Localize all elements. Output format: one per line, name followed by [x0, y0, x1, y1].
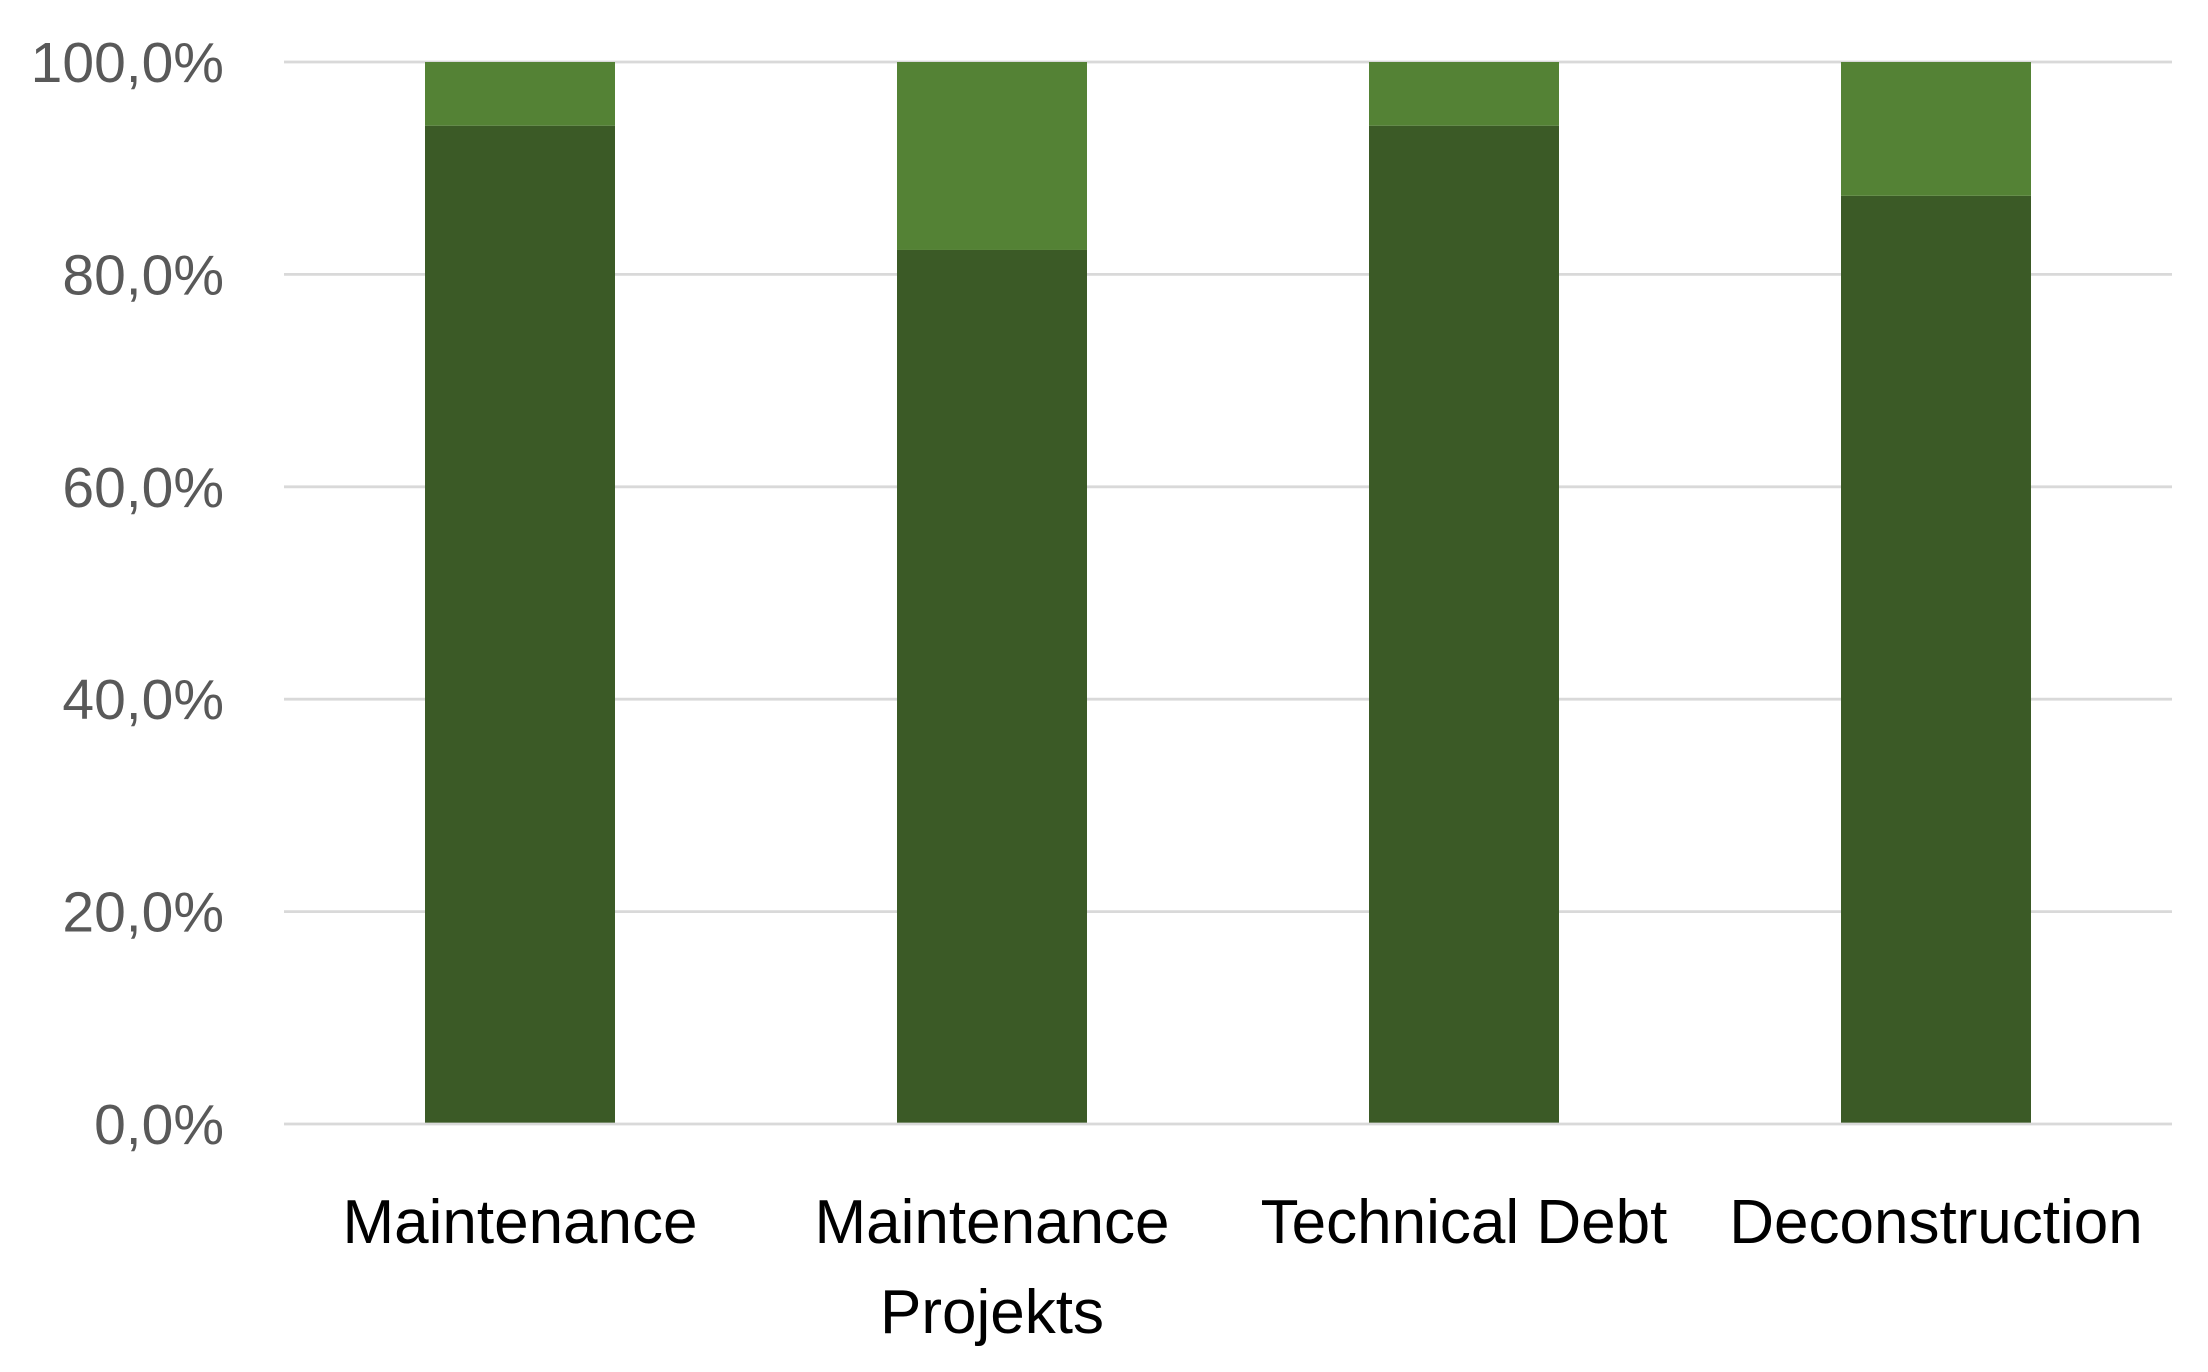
y-tick-label: 20,0%	[62, 881, 224, 945]
bar-segment-series-1	[1369, 125, 1559, 1125]
x-tick-label: Projekts	[880, 1278, 1104, 1347]
x-tick-label: Deconstruction	[1729, 1188, 2143, 1257]
bar-segment-series-1	[1841, 195, 2031, 1124]
bars	[425, 62, 2031, 1125]
y-axis-labels: 0,0% 20,0% 40,0% 60,0% 80,0% 100,0%	[31, 31, 224, 1157]
y-tick-label: 80,0%	[62, 243, 224, 307]
bar-segment-series-2	[1369, 62, 1559, 126]
y-tick-label: 100,0%	[31, 31, 224, 95]
x-tick-label: Maintenance	[342, 1188, 697, 1257]
y-tick-label: 60,0%	[62, 456, 224, 520]
y-tick-label: 40,0%	[62, 668, 224, 732]
bar-segment-series-2	[425, 62, 615, 126]
y-tick-label: 0,0%	[94, 1093, 224, 1157]
bar-segment-series-2	[1841, 62, 2031, 196]
bar-segment-series-1	[897, 249, 1087, 1124]
x-axis-labels: Maintenance Maintenance Projekts Technical …	[342, 1188, 2142, 1347]
x-tick-label: Maintenance	[814, 1188, 1169, 1257]
bar-segment-series-2	[897, 62, 1087, 250]
x-tick-label: Technical Debt	[1261, 1188, 1668, 1257]
bar-segment-series-1	[425, 125, 615, 1125]
